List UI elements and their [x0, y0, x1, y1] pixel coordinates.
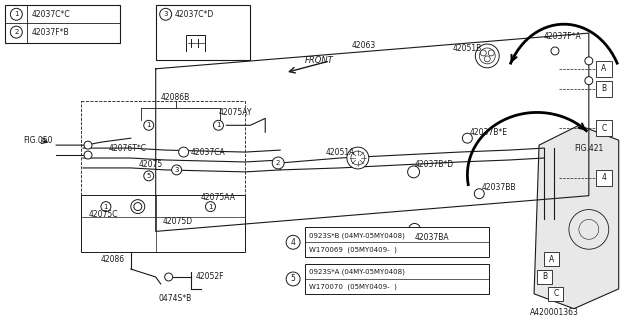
Text: B: B: [543, 272, 548, 282]
Text: 1: 1: [216, 122, 221, 128]
Circle shape: [205, 202, 216, 212]
Text: C: C: [554, 289, 559, 298]
Text: 42076T*C: 42076T*C: [109, 144, 147, 153]
Circle shape: [569, 210, 609, 249]
Circle shape: [585, 57, 593, 65]
Circle shape: [160, 8, 172, 20]
Circle shape: [408, 166, 420, 178]
Text: 1: 1: [208, 204, 212, 210]
Text: 1: 1: [147, 122, 151, 128]
Circle shape: [347, 147, 369, 169]
Text: W170069  (05MY0409-  ): W170069 (05MY0409- ): [309, 247, 397, 253]
Text: 42051A: 42051A: [326, 148, 355, 156]
Circle shape: [585, 77, 593, 85]
Text: 42037CA: 42037CA: [191, 148, 225, 156]
Text: 42075AA: 42075AA: [200, 193, 236, 202]
Text: 42075C: 42075C: [89, 210, 118, 219]
Text: 4: 4: [602, 173, 606, 182]
Text: 42037B*E: 42037B*E: [469, 128, 508, 137]
Circle shape: [172, 165, 182, 175]
Text: 4: 4: [291, 238, 296, 247]
Text: 42037BB: 42037BB: [481, 183, 516, 192]
Circle shape: [179, 147, 189, 157]
Text: 1: 1: [14, 11, 19, 17]
Text: 42086B: 42086B: [161, 93, 190, 102]
Circle shape: [286, 235, 300, 249]
Circle shape: [164, 273, 173, 281]
Text: 42075: 42075: [139, 160, 163, 170]
Text: 3: 3: [163, 11, 168, 17]
FancyBboxPatch shape: [305, 228, 489, 257]
Text: B: B: [601, 84, 606, 93]
FancyBboxPatch shape: [548, 287, 563, 301]
FancyBboxPatch shape: [596, 170, 612, 186]
FancyBboxPatch shape: [596, 81, 612, 97]
FancyBboxPatch shape: [596, 61, 612, 77]
Circle shape: [474, 189, 484, 199]
FancyBboxPatch shape: [156, 5, 250, 60]
Text: 42086: 42086: [101, 255, 125, 264]
Circle shape: [131, 200, 145, 213]
Circle shape: [551, 47, 559, 55]
Text: 42037C*C: 42037C*C: [31, 10, 70, 19]
FancyBboxPatch shape: [537, 270, 552, 284]
Text: 42037C*D: 42037C*D: [175, 10, 214, 19]
Text: W170070  (05MY0409-  ): W170070 (05MY0409- ): [309, 284, 397, 290]
Circle shape: [144, 171, 154, 181]
FancyBboxPatch shape: [544, 252, 559, 266]
Circle shape: [272, 157, 284, 169]
Text: 42075AY: 42075AY: [218, 108, 252, 117]
Polygon shape: [534, 125, 619, 309]
FancyBboxPatch shape: [596, 120, 612, 136]
Circle shape: [84, 141, 92, 149]
FancyBboxPatch shape: [305, 264, 489, 294]
Text: 5: 5: [147, 173, 151, 179]
Circle shape: [10, 26, 22, 38]
Circle shape: [408, 223, 420, 235]
Text: 2: 2: [276, 160, 280, 166]
Text: 42037B*D: 42037B*D: [415, 160, 454, 170]
FancyBboxPatch shape: [5, 5, 120, 43]
Text: 2: 2: [14, 29, 19, 35]
Text: FIG.421: FIG.421: [574, 144, 603, 153]
Circle shape: [462, 133, 472, 143]
Circle shape: [101, 202, 111, 212]
Text: 0923S*A (04MY-05MY0408): 0923S*A (04MY-05MY0408): [309, 269, 405, 275]
Text: 42051B: 42051B: [452, 44, 482, 53]
Circle shape: [286, 272, 300, 286]
Circle shape: [476, 44, 499, 68]
FancyBboxPatch shape: [81, 195, 245, 252]
Text: 3: 3: [174, 167, 179, 173]
Circle shape: [214, 120, 223, 130]
Circle shape: [480, 50, 486, 56]
Text: FIG.050: FIG.050: [23, 136, 52, 145]
Circle shape: [351, 151, 365, 165]
Text: A: A: [601, 64, 606, 73]
Circle shape: [484, 56, 490, 62]
Text: 5: 5: [291, 275, 296, 284]
Text: 42063: 42063: [352, 42, 376, 51]
Text: A: A: [549, 255, 555, 264]
Text: 0923S*B (04MY-05MY0408): 0923S*B (04MY-05MY0408): [309, 232, 405, 239]
Text: A420001363: A420001363: [530, 308, 579, 317]
Text: C: C: [601, 124, 606, 133]
Circle shape: [134, 203, 142, 211]
Text: 42075D: 42075D: [163, 217, 193, 226]
Text: 42037F*A: 42037F*A: [544, 32, 582, 41]
Circle shape: [10, 8, 22, 20]
Text: 42037F*B: 42037F*B: [31, 28, 69, 36]
Circle shape: [84, 151, 92, 159]
Text: 0474S*B: 0474S*B: [159, 294, 192, 303]
Text: FRONT: FRONT: [305, 56, 334, 65]
Circle shape: [479, 48, 495, 64]
Circle shape: [144, 120, 154, 130]
Circle shape: [579, 220, 599, 239]
Text: 1: 1: [104, 204, 108, 210]
Text: 42037BA: 42037BA: [415, 233, 449, 242]
Text: 42052F: 42052F: [196, 272, 224, 282]
Circle shape: [488, 50, 494, 56]
